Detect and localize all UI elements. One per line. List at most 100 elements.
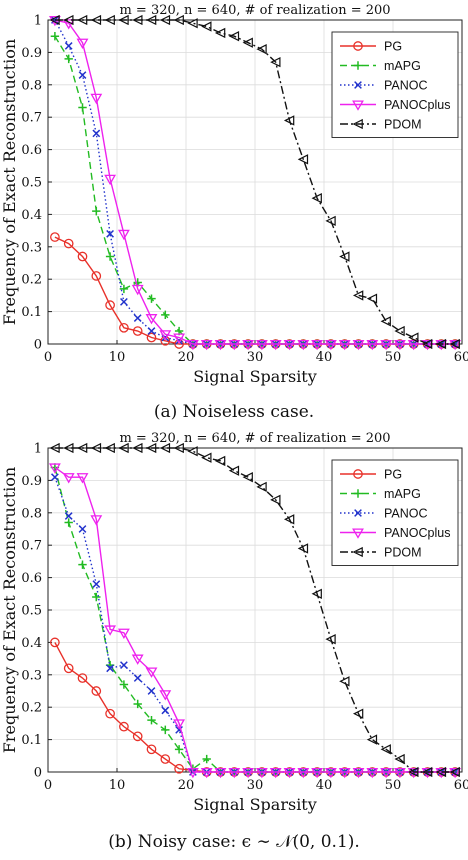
data-point-pdom: [63, 14, 74, 26]
x-tick-label: 60: [454, 350, 468, 365]
data-point-pg: [50, 637, 60, 648]
data-point-pdom: [270, 494, 281, 506]
ticks: 0 10 20 30 40 50 60 0 0.1 0.2 0.3 0.4 0.5 0.6 0.7 0.8 0.…: [21, 442, 468, 794]
data-point-panocplus: [366, 767, 379, 779]
x-tick-label: 50: [385, 778, 402, 793]
series-group: [48, 442, 462, 779]
data-point-pdom: [380, 316, 391, 327]
y-tick-label: 0.6: [21, 143, 42, 158]
data-point-mapg: [133, 699, 142, 709]
data-point-panocplus: [283, 339, 296, 351]
data-point-pdom: [394, 753, 405, 765]
data-point-panoc: [133, 674, 142, 682]
data-point-pg: [146, 332, 157, 343]
data-point-pg: [77, 673, 88, 683]
data-point-panocplus: [200, 339, 213, 351]
data-point-pdom: [201, 452, 212, 463]
data-point-panocplus: [393, 767, 406, 779]
data-point-panocplus: [173, 719, 186, 730]
data-point-pdom: [325, 633, 336, 645]
data-point-pdom: [311, 193, 322, 204]
data-point-mapg: [78, 560, 87, 569]
data-point-panocplus: [324, 767, 337, 779]
data-point-pdom: [311, 588, 322, 599]
data-point-pg: [91, 686, 102, 696]
chart-title: m = 320, n = 640, # of realization = 200: [119, 431, 390, 446]
data-point-pdom: [76, 442, 88, 454]
series-pdom: [49, 14, 460, 350]
legend-label-panocplus: PANOCplus: [384, 98, 450, 112]
data-point-panoc: [106, 229, 114, 238]
legend-label-pg: PG: [384, 468, 402, 482]
data-point-pdom: [339, 251, 350, 262]
data-point-panocplus: [311, 767, 324, 779]
data-point-pg: [119, 322, 129, 333]
data-point-panocplus: [297, 767, 310, 779]
data-point-pdom: [449, 766, 460, 778]
series-panocplus: [48, 15, 462, 351]
data-point-panocplus: [214, 767, 227, 779]
series-pdom: [49, 442, 460, 778]
legend-label-pg: PG: [384, 40, 402, 54]
data-point-pdom: [49, 442, 60, 454]
data-point-mapg: [161, 725, 170, 735]
data-point-panocplus: [283, 767, 296, 779]
data-point-pdom: [132, 14, 143, 26]
data-point-pdom: [270, 56, 281, 68]
x-tick-label: 20: [178, 350, 195, 365]
data-point-panocplus: [76, 473, 89, 484]
legend-label-pdom: PDOM: [384, 546, 422, 560]
data-point-panocplus: [104, 174, 117, 186]
data-point-mapg: [92, 206, 101, 216]
data-point-panoc: [51, 473, 59, 482]
y-tick-label: 0.1: [21, 733, 42, 748]
data-point-pg: [63, 663, 74, 674]
data-point-pdom: [49, 14, 60, 26]
data-point-panocplus: [90, 93, 103, 105]
data-point-panoc: [133, 314, 142, 322]
data-point-pdom: [159, 14, 171, 26]
data-point-pdom: [435, 766, 447, 778]
data-point-panocplus: [131, 284, 144, 296]
data-point-panocplus: [242, 767, 255, 779]
data-point-pdom: [325, 215, 336, 227]
x-tick-label: 0: [44, 778, 52, 793]
data-point-panocplus: [186, 767, 199, 779]
series-line-panoc: [54, 19, 456, 345]
y-tick-label: 0.4: [21, 636, 42, 651]
data-point-pdom: [366, 293, 378, 304]
data-point-mapg: [119, 680, 129, 689]
legend-marker-mapg: [353, 489, 363, 498]
data-point-panocplus: [159, 330, 172, 341]
data-point-pg: [77, 251, 88, 262]
data-point-panocplus: [297, 339, 310, 351]
legend: PG mAPG PANOC PANOCplus PDOM: [331, 31, 459, 138]
chart-noiseless: 0 10 20 30 40 50 60 0 0.1 0.2 0.3 0.4 0.5 0.6 0.7 0.8 0.…: [0, 3, 468, 386]
data-point-panocplus: [338, 339, 351, 351]
data-point-pdom: [408, 766, 419, 778]
data-point-panoc: [147, 327, 156, 335]
data-point-mapg: [50, 32, 60, 41]
data-point-pg: [63, 238, 74, 249]
data-point-pdom: [132, 442, 143, 454]
data-point-panocplus: [173, 333, 186, 344]
data-point-pdom: [145, 14, 157, 26]
data-point-pdom: [76, 14, 88, 26]
data-point-pdom: [435, 338, 447, 350]
series-line-pdom: [54, 447, 456, 773]
y-tick-label: 0.5: [21, 604, 42, 619]
legend-label-panocplus: PANOCplus: [384, 526, 450, 540]
data-point-panocplus: [117, 628, 130, 639]
x-axis-label: Signal Sparsity: [193, 367, 317, 386]
data-point-panocplus: [131, 654, 144, 665]
x-tick-label: 40: [316, 778, 333, 793]
data-point-pdom: [352, 708, 364, 719]
data-point-panoc: [78, 71, 87, 79]
data-point-pdom: [339, 676, 350, 687]
series-group: [48, 14, 462, 351]
data-point-panocplus: [311, 339, 324, 351]
data-point-pdom: [228, 31, 240, 42]
data-point-panoc: [78, 525, 87, 533]
y-tick-label: 0: [34, 766, 42, 781]
y-tick-label: 0.3: [21, 668, 42, 683]
